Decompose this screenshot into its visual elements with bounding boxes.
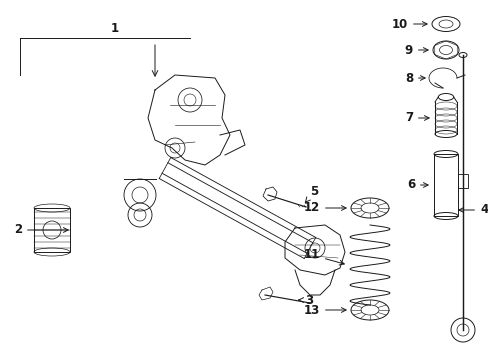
Bar [457, 174, 467, 188]
Text: 9: 9 [404, 44, 427, 57]
Text: 6: 6 [406, 179, 427, 192]
Text: 7: 7 [404, 112, 428, 125]
Text: 10: 10 [391, 18, 426, 31]
Text: 4: 4 [458, 203, 487, 216]
Text: 1: 1 [111, 22, 119, 35]
Text: 2: 2 [14, 224, 68, 237]
Text: 11: 11 [303, 248, 344, 265]
Text: 3: 3 [298, 293, 312, 306]
Text: 12: 12 [303, 202, 346, 215]
Bar [433, 154, 457, 216]
Text: 5: 5 [305, 185, 318, 202]
Bar [34, 208, 70, 252]
Text: 13: 13 [303, 303, 346, 316]
Text: 8: 8 [404, 72, 424, 85]
